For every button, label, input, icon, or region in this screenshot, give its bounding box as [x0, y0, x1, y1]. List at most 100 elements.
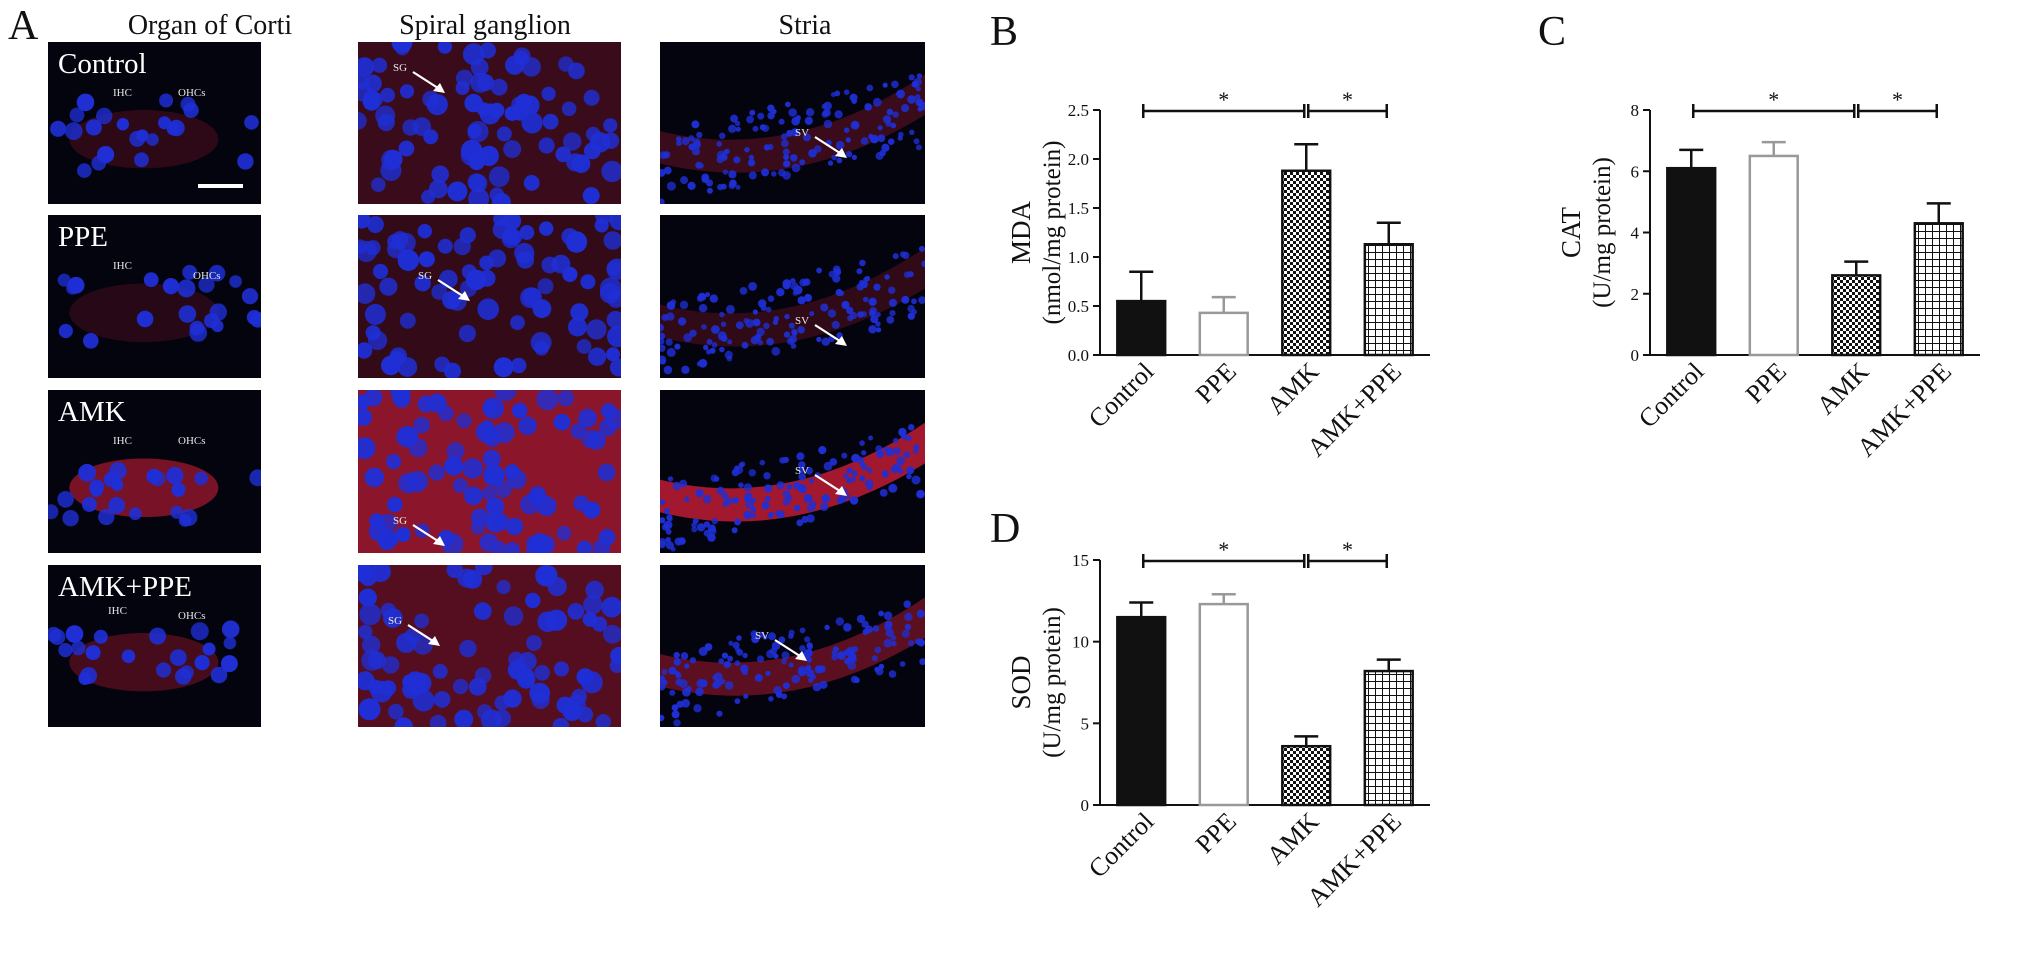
bar [1198, 602, 1249, 807]
significance-bracket [1142, 554, 1306, 568]
significance-bracket [1142, 104, 1306, 118]
x-tick-label: AMK [1261, 357, 1325, 421]
row-label-control: Control [58, 48, 147, 80]
bar [1913, 222, 1964, 357]
sg-label: SG [393, 515, 408, 527]
sv-label: SV [795, 127, 810, 139]
micrograph-image [660, 245, 925, 375]
y-tick-label: 2.5 [1068, 101, 1089, 120]
scale-bar [198, 184, 243, 188]
micrograph-stria-ppe: SV [660, 215, 925, 378]
y-axis [1093, 109, 1101, 356]
x-tick-label: PPE [1190, 807, 1242, 859]
y-axis-unit: (nmol/mg protein) [1039, 141, 1066, 325]
micrograph-organ-control: Control IHC OHCs [48, 42, 261, 204]
ihc-label: IHC [108, 605, 127, 617]
arrow-icon [814, 324, 847, 346]
row-label-ppe: PPE [58, 221, 108, 253]
arrow-icon [437, 279, 470, 301]
y-tick-label: 0.5 [1068, 297, 1089, 316]
column-header-spiral-ganglion: Spiral ganglion [399, 10, 571, 41]
row-label-amk-ppe: AMK+PPE [58, 571, 192, 603]
y-tick-label: 0.0 [1068, 346, 1089, 365]
micrograph-ganglion-control: SG [358, 42, 621, 204]
x-tick-label: PPE [1190, 357, 1242, 409]
micrograph-image [660, 422, 925, 552]
bar [1363, 243, 1414, 357]
column-header-organ-of-corti: Organ of Corti [127, 10, 293, 41]
y-tick-label: 1.0 [1068, 248, 1089, 267]
y-tick-label: 5 [1081, 714, 1090, 733]
y-tick-label: 10 [1072, 633, 1089, 652]
error-bar [1294, 143, 1319, 171]
x-tick-label: PPE [1740, 357, 1792, 409]
bar [1198, 311, 1249, 357]
panel-letter-d: D [990, 506, 1021, 552]
ihc-label: IHC [113, 87, 132, 99]
micrograph-organ-amk-ppe: AMK+PPE IHC OHCs [48, 565, 261, 727]
x-tick-label: Control [1083, 807, 1160, 884]
bar [1116, 615, 1167, 807]
y-axis-title: MDA [1006, 201, 1036, 265]
micrograph-ganglion-ppe: SG [358, 215, 621, 378]
micrograph-image [358, 42, 621, 204]
panel-letter-a: A [8, 3, 39, 49]
error-bar [1376, 658, 1401, 672]
error-bar [1376, 221, 1401, 245]
y-tick-label: 0 [1081, 796, 1090, 815]
bar [1363, 669, 1414, 807]
y-tick-label: 2.0 [1068, 150, 1089, 169]
error-bar [1679, 148, 1704, 169]
ohcs-label: OHCs [178, 435, 206, 447]
significance-star: * [1768, 87, 1779, 112]
error-bar [1926, 202, 1951, 224]
error-bar [1294, 735, 1319, 747]
arrow-icon [814, 136, 847, 158]
significance-bracket [1692, 104, 1856, 118]
significance-bracket [1307, 104, 1388, 118]
micrograph-organ-ppe: PPE IHC OHCs [48, 215, 261, 378]
y-axis-unit: (U/mg protein) [1589, 157, 1616, 308]
micrograph-stria-control: SV [660, 42, 925, 204]
ohcs-label: OHCs [193, 270, 221, 282]
micrograph-image [358, 215, 621, 378]
y-tick-label: 15 [1072, 551, 1089, 570]
micrograph-image [48, 458, 261, 527]
ihc-label: IHC [113, 260, 132, 272]
x-tick-label: Control [1083, 357, 1160, 434]
arrow-icon [774, 639, 807, 661]
sg-label: SG [388, 615, 403, 627]
y-axis [1093, 559, 1101, 806]
row-label-amk: AMK [58, 396, 126, 428]
bar [1748, 154, 1799, 357]
bar [1281, 744, 1332, 807]
significance-star: * [1342, 537, 1353, 562]
micrograph-image [660, 73, 925, 204]
x-tick-label: AMK [1261, 807, 1325, 871]
sg-label: SG [418, 270, 433, 282]
y-axis [1643, 109, 1651, 356]
bar [1666, 166, 1717, 357]
error-bar [1129, 601, 1154, 618]
arrow-icon [412, 524, 445, 546]
error-bar [1844, 260, 1869, 276]
error-bar [1211, 295, 1236, 313]
chart-mda: 0.0 0.5 1.0 1.5 2.0 2.5 MDA (nmol/mg protein) Co… [1006, 87, 1430, 462]
micrograph-organ-amk: AMK IHC OHCs [48, 390, 261, 553]
y-tick-label: 4 [1631, 224, 1640, 243]
bar [1116, 299, 1167, 357]
sv-label: SV [795, 465, 810, 477]
y-tick-label: 2 [1631, 285, 1640, 304]
significance-star: * [1218, 537, 1229, 562]
ohcs-label: OHCs [178, 610, 206, 622]
y-tick-label: 1.5 [1068, 199, 1089, 218]
y-axis-title: SOD [1006, 655, 1036, 709]
micrograph-ganglion-amk: SG [358, 390, 621, 553]
micrograph-image [358, 390, 621, 553]
error-bar [1129, 270, 1154, 302]
y-axis-title: CAT [1556, 206, 1586, 258]
error-bar [1211, 593, 1236, 605]
significance-star: * [1342, 87, 1353, 112]
